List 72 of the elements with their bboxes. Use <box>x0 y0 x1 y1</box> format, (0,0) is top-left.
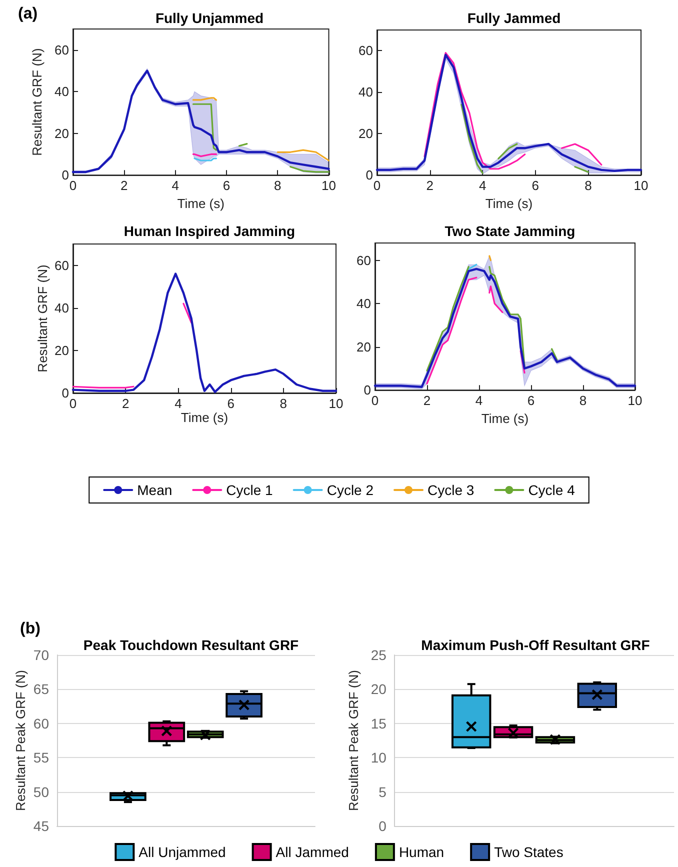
legend-label: Cycle 4 <box>528 482 576 498</box>
y-tick-label: 15 <box>370 715 387 732</box>
legend-label: Human <box>398 844 444 860</box>
x-tick-label: 4 <box>174 396 182 411</box>
y-tick-label: 60 <box>54 42 69 58</box>
legend-label: Cycle 3 <box>428 482 474 498</box>
y-tick-label: 5 <box>378 784 387 800</box>
chart-title: Fully Jammed <box>467 10 561 26</box>
x-tick-label: 6 <box>527 393 535 408</box>
x-tick-label: 2 <box>423 393 431 408</box>
y-axis-title: Resultant Peak GRF (N) <box>346 670 361 811</box>
y-tick-label: 60 <box>54 258 69 273</box>
x-axis-title: Time (s) <box>485 196 533 211</box>
y-tick-label: 20 <box>356 339 371 354</box>
y-tick-label: 0 <box>378 818 387 834</box>
y-tick-label: 20 <box>358 126 373 142</box>
y-axis-title: Resultant Peak GRF (N) <box>13 670 28 811</box>
x-tick-label: 6 <box>227 396 234 411</box>
y-tick-label: 40 <box>54 84 69 100</box>
x-tick-label: 2 <box>120 178 128 194</box>
y-tick-label: 60 <box>358 43 373 58</box>
y-tick-label: 60 <box>356 252 371 268</box>
x-axis-title: Time (s) <box>180 410 228 425</box>
x-tick-label: 10 <box>634 178 648 194</box>
legend-label: All Jammed <box>276 844 349 860</box>
y-tick-label: 40 <box>54 300 69 316</box>
text: (a) <box>18 6 38 22</box>
y-tick-label: 40 <box>356 296 371 312</box>
y-tick-label: 20 <box>54 342 69 358</box>
text: (b) <box>20 620 40 638</box>
y-tick-label: 60 <box>33 715 50 732</box>
chart-title: Maximum Push-Off Resultant GRF <box>421 637 650 653</box>
y-axis-title: Resultant GRF (N) <box>30 48 45 156</box>
chart-title: Two State Jamming <box>444 223 576 239</box>
y-tick-label: 0 <box>62 168 69 183</box>
x-tick-label: 8 <box>584 178 592 194</box>
y-tick-label: 50 <box>33 784 50 800</box>
x-tick-label: 8 <box>579 393 587 408</box>
x-tick-label: 6 <box>222 178 230 194</box>
chart-title: Human Inspired Jamming <box>124 223 296 239</box>
y-tick-label: 40 <box>358 84 373 100</box>
x-tick-label: 8 <box>274 178 282 194</box>
y-tick-label: 65 <box>33 681 50 698</box>
x-tick-label: 10 <box>628 393 642 408</box>
y-tick-label: 10 <box>370 750 387 766</box>
x-tick-label: 4 <box>475 393 483 408</box>
x-tick-label: 2 <box>426 178 434 194</box>
y-tick-label: 20 <box>370 681 387 698</box>
x-tick-label: 8 <box>280 396 288 411</box>
x-axis-title: Time (s) <box>177 196 224 211</box>
x-tick-label: 6 <box>532 178 540 194</box>
y-tick-label: 0 <box>366 168 373 183</box>
x-tick-label: 2 <box>122 396 130 411</box>
y-tick-label: 25 <box>370 647 387 663</box>
legend-label: Cycle 1 <box>226 482 274 498</box>
y-tick-label: 55 <box>33 750 50 766</box>
y-tick-label: 70 <box>33 647 50 663</box>
x-tick-label: 4 <box>478 178 486 194</box>
y-tick-label: 0 <box>364 382 371 398</box>
x-tick-label: 10 <box>322 178 336 194</box>
legend-label: Two States <box>494 844 564 860</box>
x-tick-label: 4 <box>172 178 179 194</box>
chart-title: Peak Touchdown Resultant GRF <box>83 637 300 653</box>
chart-title: Fully Unjammed <box>155 10 264 26</box>
legend-label: Cycle 2 <box>326 482 374 498</box>
y-tick-label: 20 <box>54 126 69 141</box>
x-axis-title: Time (s) <box>481 411 529 426</box>
y-tick-label: 45 <box>33 818 50 834</box>
x-tick-label: 10 <box>328 396 344 411</box>
legend-label: All Unjammed <box>138 844 226 860</box>
legend-label: Mean <box>137 482 172 498</box>
y-axis-title: Resultant GRF (N) <box>35 264 50 372</box>
